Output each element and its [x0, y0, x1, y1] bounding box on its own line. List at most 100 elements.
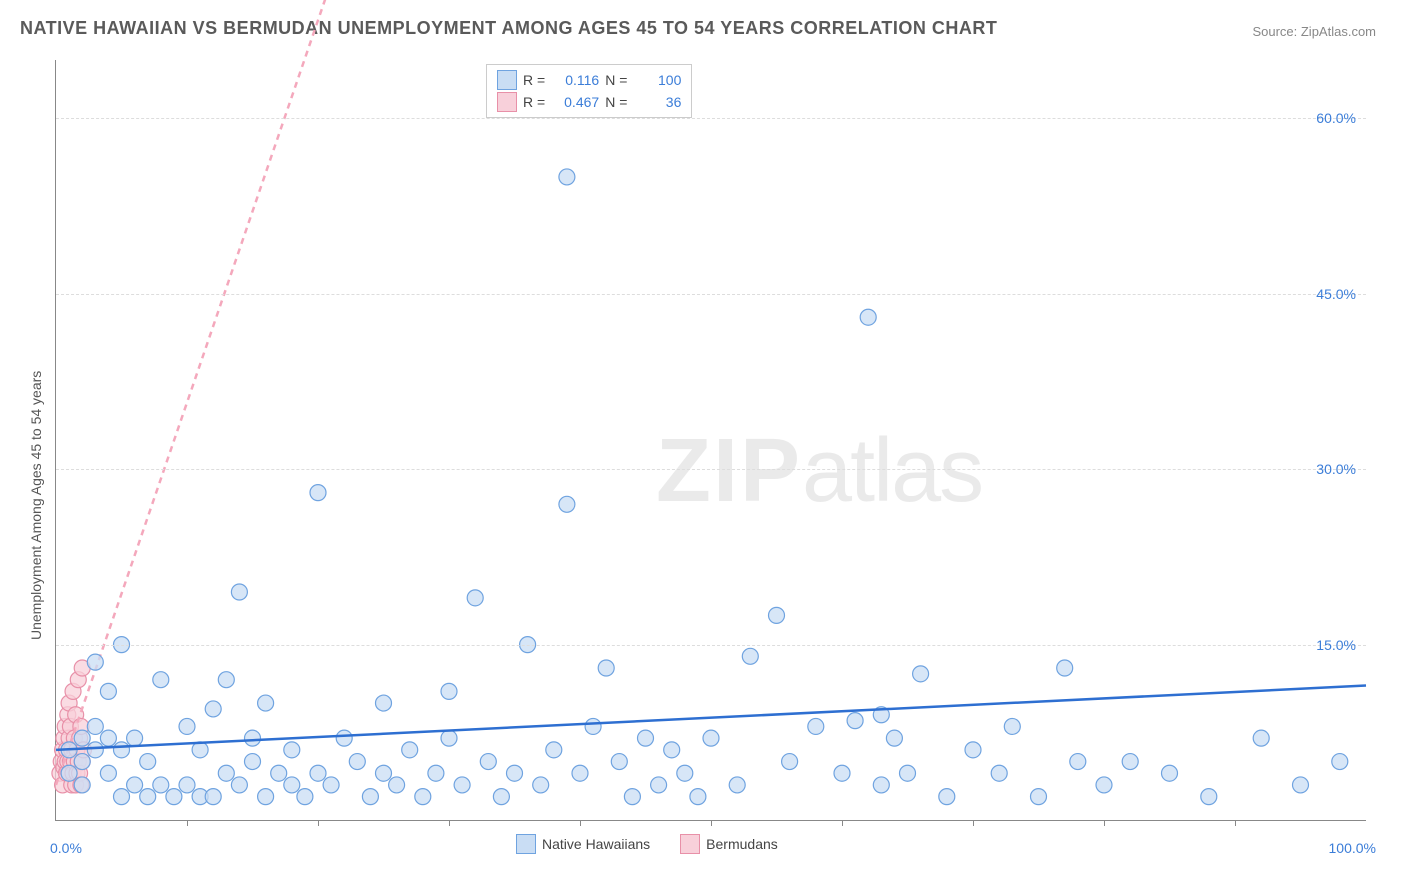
data-point — [873, 777, 889, 793]
data-point — [231, 584, 247, 600]
data-point — [611, 754, 627, 770]
data-point — [284, 742, 300, 758]
x-tick-mark — [711, 820, 712, 826]
data-point — [493, 789, 509, 805]
data-point — [362, 789, 378, 805]
data-point — [900, 765, 916, 781]
x-tick-mark — [973, 820, 974, 826]
data-point — [1057, 660, 1073, 676]
x-tick-mark — [842, 820, 843, 826]
data-point — [991, 765, 1007, 781]
data-point — [808, 718, 824, 734]
data-point — [258, 695, 274, 711]
data-point — [114, 789, 130, 805]
x-tick-mark — [1104, 820, 1105, 826]
data-point — [703, 730, 719, 746]
data-point — [939, 789, 955, 805]
y-axis-label: Unemployment Among Ages 45 to 54 years — [28, 371, 44, 640]
x-tick-mark — [318, 820, 319, 826]
data-point — [729, 777, 745, 793]
data-point — [166, 789, 182, 805]
data-point — [323, 777, 339, 793]
data-point — [834, 765, 850, 781]
y-tick-label: 15.0% — [1316, 637, 1356, 653]
x-tick-mark — [449, 820, 450, 826]
data-point — [179, 718, 195, 734]
legend-label: Bermudans — [706, 836, 778, 852]
data-point — [87, 718, 103, 734]
data-point — [100, 765, 116, 781]
data-point — [1070, 754, 1086, 770]
data-point — [1031, 789, 1047, 805]
data-point — [428, 765, 444, 781]
data-point — [205, 789, 221, 805]
data-point — [402, 742, 418, 758]
data-point — [87, 742, 103, 758]
data-point — [664, 742, 680, 758]
data-point — [218, 672, 234, 688]
data-point — [127, 777, 143, 793]
data-point — [546, 742, 562, 758]
data-point — [127, 730, 143, 746]
data-point — [965, 742, 981, 758]
data-point — [1253, 730, 1269, 746]
data-point — [441, 683, 457, 699]
data-point — [284, 777, 300, 793]
data-point — [572, 765, 588, 781]
data-point — [179, 777, 195, 793]
data-point — [847, 713, 863, 729]
data-point — [559, 169, 575, 185]
data-point — [245, 754, 261, 770]
data-point — [376, 695, 392, 711]
x-tick-0: 0.0% — [50, 840, 82, 856]
chart-title: NATIVE HAWAIIAN VS BERMUDAN UNEMPLOYMENT… — [20, 18, 997, 39]
data-point — [441, 730, 457, 746]
data-point — [651, 777, 667, 793]
data-point — [585, 718, 601, 734]
grid-line — [56, 469, 1366, 470]
data-point — [100, 683, 116, 699]
data-point — [231, 777, 247, 793]
data-point — [87, 654, 103, 670]
data-point — [1096, 777, 1112, 793]
data-point — [677, 765, 693, 781]
series-legend: Native Hawaiians Bermudans — [516, 834, 778, 854]
data-point — [140, 754, 156, 770]
data-point — [310, 765, 326, 781]
data-point — [74, 754, 90, 770]
data-point — [74, 730, 90, 746]
y-tick-label: 30.0% — [1316, 461, 1356, 477]
data-point — [1293, 777, 1309, 793]
y-tick-label: 45.0% — [1316, 286, 1356, 302]
data-point — [100, 730, 116, 746]
x-tick-mark — [580, 820, 581, 826]
data-point — [690, 789, 706, 805]
data-point — [1201, 789, 1217, 805]
data-point — [769, 607, 785, 623]
data-point — [480, 754, 496, 770]
data-point — [454, 777, 470, 793]
data-point — [205, 701, 221, 717]
data-point — [297, 789, 313, 805]
scatter-plot: ZIPatlas R = 0.116 N = 100 R = 0.467 N =… — [55, 60, 1366, 821]
data-point — [624, 789, 640, 805]
data-point — [140, 789, 156, 805]
data-point — [114, 742, 130, 758]
data-point — [1332, 754, 1348, 770]
data-point — [245, 730, 261, 746]
data-point — [598, 660, 614, 676]
x-tick-mark — [1235, 820, 1236, 826]
data-point — [74, 777, 90, 793]
data-point — [349, 754, 365, 770]
data-point — [782, 754, 798, 770]
data-point — [389, 777, 405, 793]
x-tick-mark — [187, 820, 188, 826]
legend-item-hawaiians: Native Hawaiians — [516, 834, 650, 854]
data-point — [310, 485, 326, 501]
data-point — [336, 730, 352, 746]
data-point — [61, 765, 77, 781]
data-point — [376, 765, 392, 781]
data-point — [886, 730, 902, 746]
data-point — [467, 590, 483, 606]
data-point — [1004, 718, 1020, 734]
